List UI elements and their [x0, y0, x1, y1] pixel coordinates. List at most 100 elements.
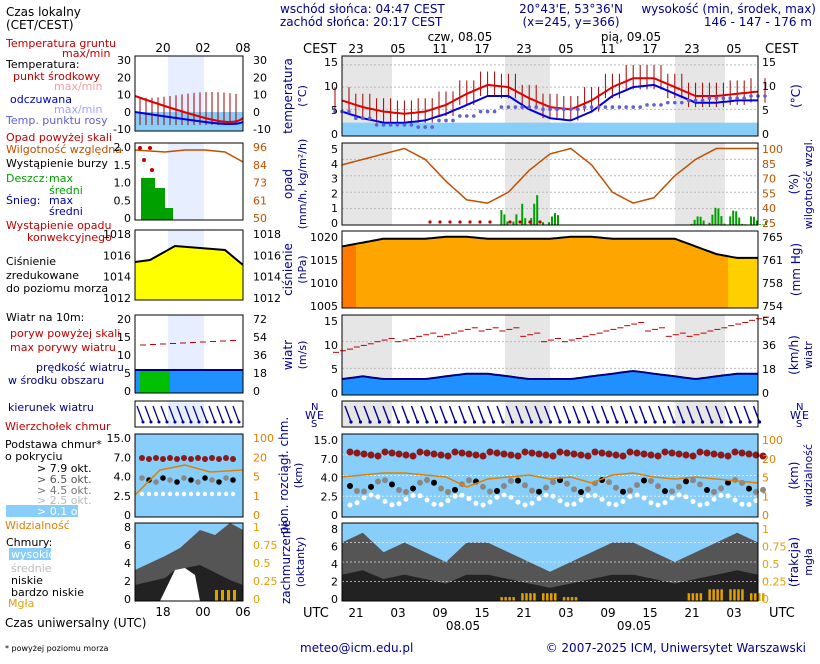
- cloud-base-dot: [361, 488, 367, 494]
- cloud-top-dot: [473, 452, 480, 459]
- dew-point-dot: [465, 114, 469, 118]
- y-tick-label: 3: [331, 173, 338, 186]
- dew-point-dot: [659, 103, 663, 107]
- legend-y-tick: 0: [124, 106, 131, 119]
- legend-cloud-base-dot: [230, 477, 236, 483]
- cloud-base-dot: [711, 489, 717, 495]
- cloud-top-dot: [452, 449, 459, 456]
- legend-y-tick: 8: [124, 521, 131, 534]
- dew-point-dot: [728, 96, 732, 100]
- cloud-base-dot: [676, 484, 682, 490]
- cloud-base-dot: [718, 485, 724, 491]
- wind-arrow-head: [530, 420, 533, 423]
- cloud-top-dot: [368, 452, 375, 459]
- dew-point-dot: [451, 119, 455, 123]
- cloud-base-dot-thin: [488, 500, 493, 505]
- cloud-base-dot: [648, 478, 654, 484]
- fog-bar: [554, 593, 557, 601]
- bottom-hour-label: 03: [390, 606, 405, 620]
- legend-y-tick: 0.5: [114, 194, 132, 207]
- legend-y-tick: 36: [253, 349, 267, 362]
- legend-y-tick: 18: [253, 367, 267, 380]
- precip-bar: [697, 216, 699, 225]
- cloud-base-dot: [347, 483, 353, 489]
- title-precip-unit: (mm/h, kg/m²/h): [296, 139, 309, 230]
- coords-text: 20°43'E, 53°36'N: [519, 2, 623, 16]
- legend-y-tick: 2.0: [114, 141, 132, 154]
- legend-wind-arrow-head: [198, 421, 201, 424]
- legend-cloud-base-dot: [223, 475, 229, 481]
- cloud-base-dot: [669, 488, 675, 494]
- legend-panels: [135, 56, 243, 601]
- dew-point-dot: [583, 105, 587, 109]
- cloud-top-dot: [648, 452, 655, 459]
- dew-point-dot: [763, 94, 767, 98]
- cloud-base-dot: [697, 481, 703, 487]
- title-precip: opad: [281, 169, 295, 199]
- legend-wind-arrow-head: [230, 421, 233, 424]
- legend-gust-max: max porywy wiatru: [10, 341, 116, 354]
- precip-bar: [714, 208, 716, 225]
- cloud-base-dot-thin: [628, 494, 633, 499]
- dew-point-dot: [569, 108, 573, 112]
- y-tick-label: 55: [762, 187, 776, 200]
- legend-y-tick: 5: [253, 471, 260, 484]
- top-hour-label: 17: [642, 42, 657, 56]
- y-tick-label: 2: [331, 576, 338, 589]
- footer-email[interactable]: meteo@icm.edu.pl: [300, 641, 413, 655]
- legend-wind-arrow-head: [174, 421, 177, 424]
- legend-y-tick: 0.25: [253, 575, 278, 588]
- legend-y-tick: 1018: [103, 228, 131, 241]
- cloud-base-dot-thin: [544, 493, 549, 498]
- legend-rain-bar-2: [155, 188, 165, 220]
- legend-cloud-base-dot-thin: [189, 492, 193, 496]
- panel-cl: [342, 523, 765, 601]
- cloud-top-dot: [347, 449, 354, 456]
- cloud-base-dot: [606, 479, 612, 485]
- title-cloudbase: pion. rozciągł. chm.: [277, 417, 291, 535]
- dew-point-dot: [444, 119, 448, 123]
- legend-pressure2: zredukowane: [6, 269, 79, 282]
- cloud-base-dot: [417, 480, 423, 486]
- cloud-top-dot: [361, 451, 368, 458]
- dew-point-dot: [624, 105, 628, 109]
- storm-dot: [478, 220, 481, 223]
- precip-bar: [536, 195, 538, 225]
- y-tick-label: 761: [762, 254, 783, 267]
- cloud-base-dot-thin: [390, 502, 395, 507]
- legend-y-tick: 4: [124, 557, 131, 570]
- legend-y-tick: 54: [253, 331, 267, 344]
- cest-right: CEST: [765, 42, 799, 57]
- legend-conv2: konwekcyjnego: [27, 231, 112, 244]
- legend-storm-dot: [142, 158, 146, 162]
- cloud-base-dot-thin: [425, 498, 430, 503]
- wind-arrow-head: [615, 420, 618, 423]
- fog-bar: [563, 597, 566, 601]
- cloud-base-dot: [480, 484, 486, 490]
- legend-cloud-base-dot: [139, 475, 145, 481]
- legend-footnote: * powyżej poziomu morza: [5, 644, 109, 653]
- top-hour-label: 23: [348, 42, 363, 56]
- legend-cloud-base-dot-thin: [175, 492, 179, 496]
- cloud-top-dot: [354, 450, 361, 457]
- wind-arrow-head: [587, 420, 590, 423]
- legend-y-tick: 50: [253, 212, 267, 225]
- legend-y-tick: 20: [253, 71, 267, 84]
- cloud-top-dot: [578, 452, 585, 459]
- legend-y-tick: 0: [253, 385, 260, 398]
- cloud-base-dot: [536, 489, 542, 495]
- cloud-base-dot-thin: [663, 500, 668, 505]
- legend-wind-arrow-head: [142, 421, 145, 424]
- fog-bar: [729, 589, 732, 601]
- cloud-top-dot: [669, 450, 676, 457]
- legend-y-tick: 10: [117, 349, 131, 362]
- legend-y-tick: 1016: [103, 249, 131, 262]
- cloud-top-dot: [697, 449, 704, 456]
- y-tick-label: 10: [324, 80, 338, 93]
- cloud-top-dot: [739, 450, 746, 457]
